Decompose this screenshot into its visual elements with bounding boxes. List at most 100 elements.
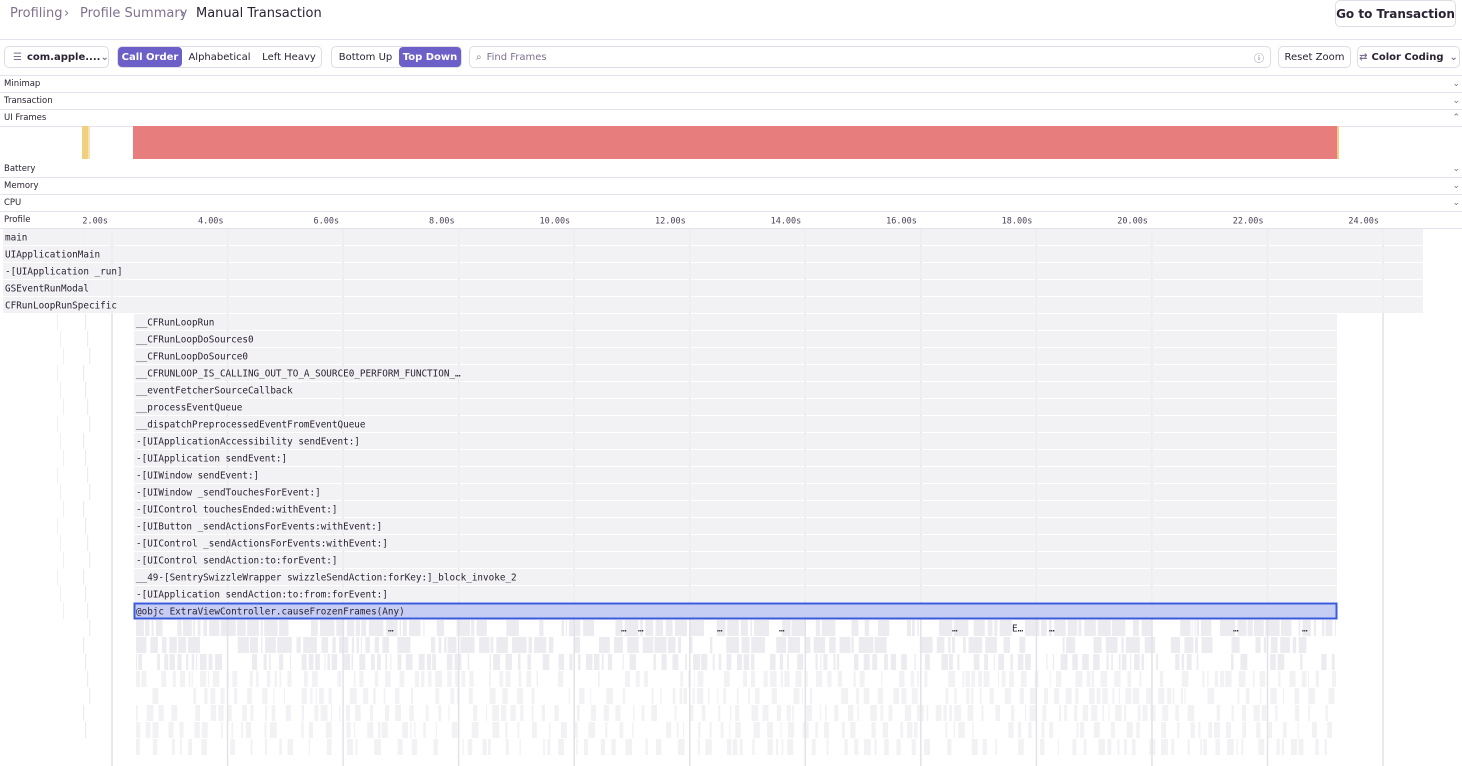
frame-sliver <box>517 722 520 738</box>
slow-frame <box>1337 126 1339 159</box>
frame-sliver <box>1324 739 1327 755</box>
frame-sliver <box>370 705 373 721</box>
panel-header[interactable]: Profile <box>0 212 1462 229</box>
frame-label: … <box>1233 624 1239 635</box>
frame-sliver <box>1277 654 1285 670</box>
frame-sliver <box>83 637 85 653</box>
frame-sliver <box>1241 705 1247 721</box>
frame-sliver <box>397 654 402 670</box>
view-button[interactable]: Bottom Up <box>338 51 393 63</box>
breadcrumb[interactable]: Profiling <box>10 6 63 21</box>
frame-sliver <box>1079 722 1085 738</box>
frame-sliver <box>1167 688 1172 704</box>
frame-sliver <box>692 688 695 704</box>
frame-sliver <box>85 586 87 602</box>
frame-sliver <box>1207 671 1209 687</box>
frame-sliver <box>260 620 263 636</box>
thread-select[interactable]: ☰ com.apple.... ⌄ <box>4 46 109 68</box>
time-tick: 6.00s <box>314 217 340 227</box>
frame-sliver <box>1083 739 1087 755</box>
frame-sliver <box>651 688 654 704</box>
frame-sliver <box>603 705 609 721</box>
frame-sliver <box>583 739 589 755</box>
sort-button[interactable]: Alphabetical <box>188 51 251 63</box>
sort-button[interactable]: Left Heavy <box>262 51 316 63</box>
breadcrumb[interactable]: Profile Summary <box>80 6 188 21</box>
frame-sliver <box>85 654 87 670</box>
frame-sliver <box>414 671 420 687</box>
panel-header[interactable]: Transaction ⌄ <box>0 93 1462 110</box>
frame-sliver <box>914 722 918 738</box>
frame-sliver <box>677 739 685 755</box>
frame-sliver <box>998 654 1005 670</box>
color-coding[interactable]: ⇄ Color Coding ⌄ <box>1357 46 1460 68</box>
frame-sliver <box>1252 671 1255 687</box>
frame-sliver <box>338 705 341 721</box>
frame-sliver <box>781 739 784 755</box>
view-group: Bottom Up Top Down <box>331 46 462 68</box>
frame-sliver <box>825 705 827 721</box>
frame-sliver <box>622 654 624 670</box>
frame-sliver <box>945 688 949 704</box>
frame-sliver <box>1275 705 1278 721</box>
frame-sliver <box>958 722 965 738</box>
frame-sliver <box>1060 654 1068 670</box>
frame-sliver <box>468 688 473 704</box>
frame-sliver <box>727 620 739 636</box>
frame-sliver <box>1180 688 1183 704</box>
frame-sliver <box>1130 654 1132 670</box>
view-button[interactable]: Top Down <box>399 47 461 67</box>
frame-sliver <box>1297 722 1299 738</box>
frame-sliver <box>973 654 980 670</box>
frame-sliver <box>1125 688 1132 704</box>
frame-sliver <box>910 671 915 687</box>
frame-sliver <box>1245 688 1250 704</box>
frame-sliver <box>479 637 490 653</box>
sort-button[interactable]: Call Order <box>118 47 182 67</box>
frame-sliver <box>201 722 208 738</box>
frame-sliver <box>906 620 911 636</box>
frame-sliver <box>1074 705 1078 721</box>
frame-sliver <box>709 722 712 738</box>
panel-header[interactable]: Memory ⌄ <box>0 178 1462 195</box>
frame-sliver <box>496 637 508 653</box>
panel-header[interactable]: UI Frames ⌃ <box>0 110 1462 127</box>
frame-sliver <box>447 637 457 653</box>
frame-sliver <box>735 705 740 721</box>
frame-label: __processEventQueue <box>136 403 243 414</box>
frame-label: UIApplicationMain <box>5 250 100 261</box>
frame-sliver <box>1196 620 1200 636</box>
frame-sliver <box>505 739 509 755</box>
frame-sliver <box>1312 722 1317 738</box>
frame-sliver <box>336 620 345 636</box>
frame-sliver <box>193 688 196 704</box>
frame-sliver <box>1018 722 1022 738</box>
frame-sliver <box>577 654 581 670</box>
frame-sliver <box>1259 671 1266 687</box>
search-box[interactable]: ⌕ Find Frames ⓘ <box>469 46 1271 68</box>
frame-sliver <box>410 688 414 704</box>
frame-sliver <box>888 705 893 721</box>
frame-sliver <box>57 314 58 330</box>
frame-sliver <box>397 637 411 653</box>
go-to-transaction[interactable]: Go to Transaction <box>1335 0 1456 27</box>
frame-sliver <box>1054 620 1066 636</box>
frame-label: CFRunLoopRunSpecific <box>5 301 117 312</box>
frame-sliver <box>1076 722 1079 738</box>
frame-sliver <box>1132 688 1140 704</box>
panel-header[interactable]: CPU ⌄ <box>0 195 1462 212</box>
reset-zoom[interactable]: Reset Zoom <box>1278 46 1351 68</box>
frame-sliver <box>1238 671 1246 687</box>
frame-sliver <box>752 739 755 755</box>
panel-header[interactable]: Battery ⌄ <box>0 161 1462 178</box>
frame-sliver <box>953 722 956 738</box>
frame-label: … <box>717 624 723 635</box>
frame-sliver <box>821 620 836 636</box>
frame-sliver <box>819 705 821 721</box>
frame-sliver <box>954 705 962 721</box>
panel-header[interactable]: Minimap ⌄ <box>0 76 1462 93</box>
frame-sliver <box>771 688 777 704</box>
frame <box>134 518 1337 534</box>
frame-sliver <box>353 671 356 687</box>
chevron: ⌃ <box>1452 113 1460 123</box>
